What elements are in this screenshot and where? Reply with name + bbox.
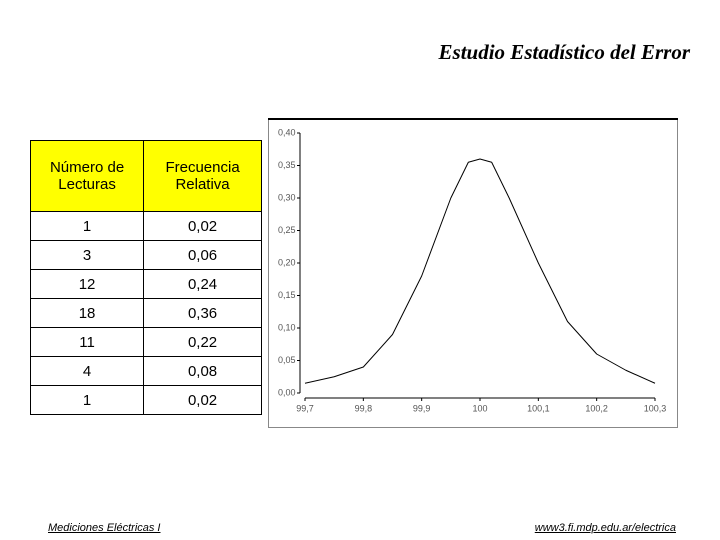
table-row: 1 0,02 — [29, 211, 262, 241]
y-tick-label: 0,30 — [278, 192, 296, 202]
slide-title: Estudio Estadístico del Error — [438, 40, 690, 64]
table-cell: 12 — [29, 269, 145, 299]
y-tick-label: 0,40 — [278, 127, 296, 137]
y-tick-label: 0,25 — [278, 225, 296, 235]
x-tick-label: 99,7 — [296, 403, 314, 413]
table-cell: 0,08 — [143, 356, 262, 386]
y-tick-label: 0,20 — [278, 257, 296, 267]
table-cell: 1 — [29, 211, 145, 241]
table-cell: 11 — [29, 327, 145, 357]
footer-right: www3.fi.mdp.edu.ar/electrica — [534, 522, 676, 534]
chart: 0,00 0,05 0,10 0,15 0,20 0,25 0,30 0,35 0,40 99,7… — [268, 118, 678, 428]
table-cell: 1 — [29, 385, 145, 415]
x-tick-label: 100,3 — [644, 403, 667, 413]
table-row: 12 0,24 — [29, 269, 262, 299]
footer-left: Mediciones Eléctricas I — [48, 522, 161, 534]
table-cell: 3 — [29, 240, 145, 270]
table-row: 4 0,08 — [29, 356, 262, 386]
y-tick-label: 0,15 — [278, 290, 296, 300]
table-cell: 0,36 — [143, 298, 262, 328]
table-cell: 0,22 — [143, 327, 262, 357]
table-cell: 18 — [29, 298, 145, 328]
x-tick-label: 100,2 — [585, 403, 608, 413]
table-cell: 0,02 — [143, 385, 262, 415]
y-tick-label: 0,05 — [278, 355, 296, 365]
table-row: 1 0,02 — [29, 385, 262, 415]
data-line — [304, 158, 656, 384]
y-tick-label: 0,35 — [278, 160, 296, 170]
table-cell: 0,06 — [143, 240, 262, 270]
header-cell: Número de Lecturas — [29, 140, 145, 212]
y-tick-label: 0,00 — [278, 387, 296, 397]
chart-frame — [268, 118, 678, 428]
table-cell: 4 — [29, 356, 145, 386]
table-row: 3 0,06 — [29, 240, 262, 270]
x-tick-label: 99,9 — [413, 403, 431, 413]
header-cell: Frecuencia Relativa — [143, 140, 262, 212]
x-tick-label: 100 — [472, 403, 487, 413]
table-row: 18 0,36 — [29, 298, 262, 328]
table-cell: 0,02 — [143, 211, 262, 241]
x-tick-label: 100,1 — [527, 403, 550, 413]
y-tick-label: 0,10 — [278, 322, 296, 332]
table-cell: 0,24 — [143, 269, 262, 299]
x-tick-label: 99,8 — [355, 403, 373, 413]
table-row: 11 0,22 — [29, 327, 262, 357]
